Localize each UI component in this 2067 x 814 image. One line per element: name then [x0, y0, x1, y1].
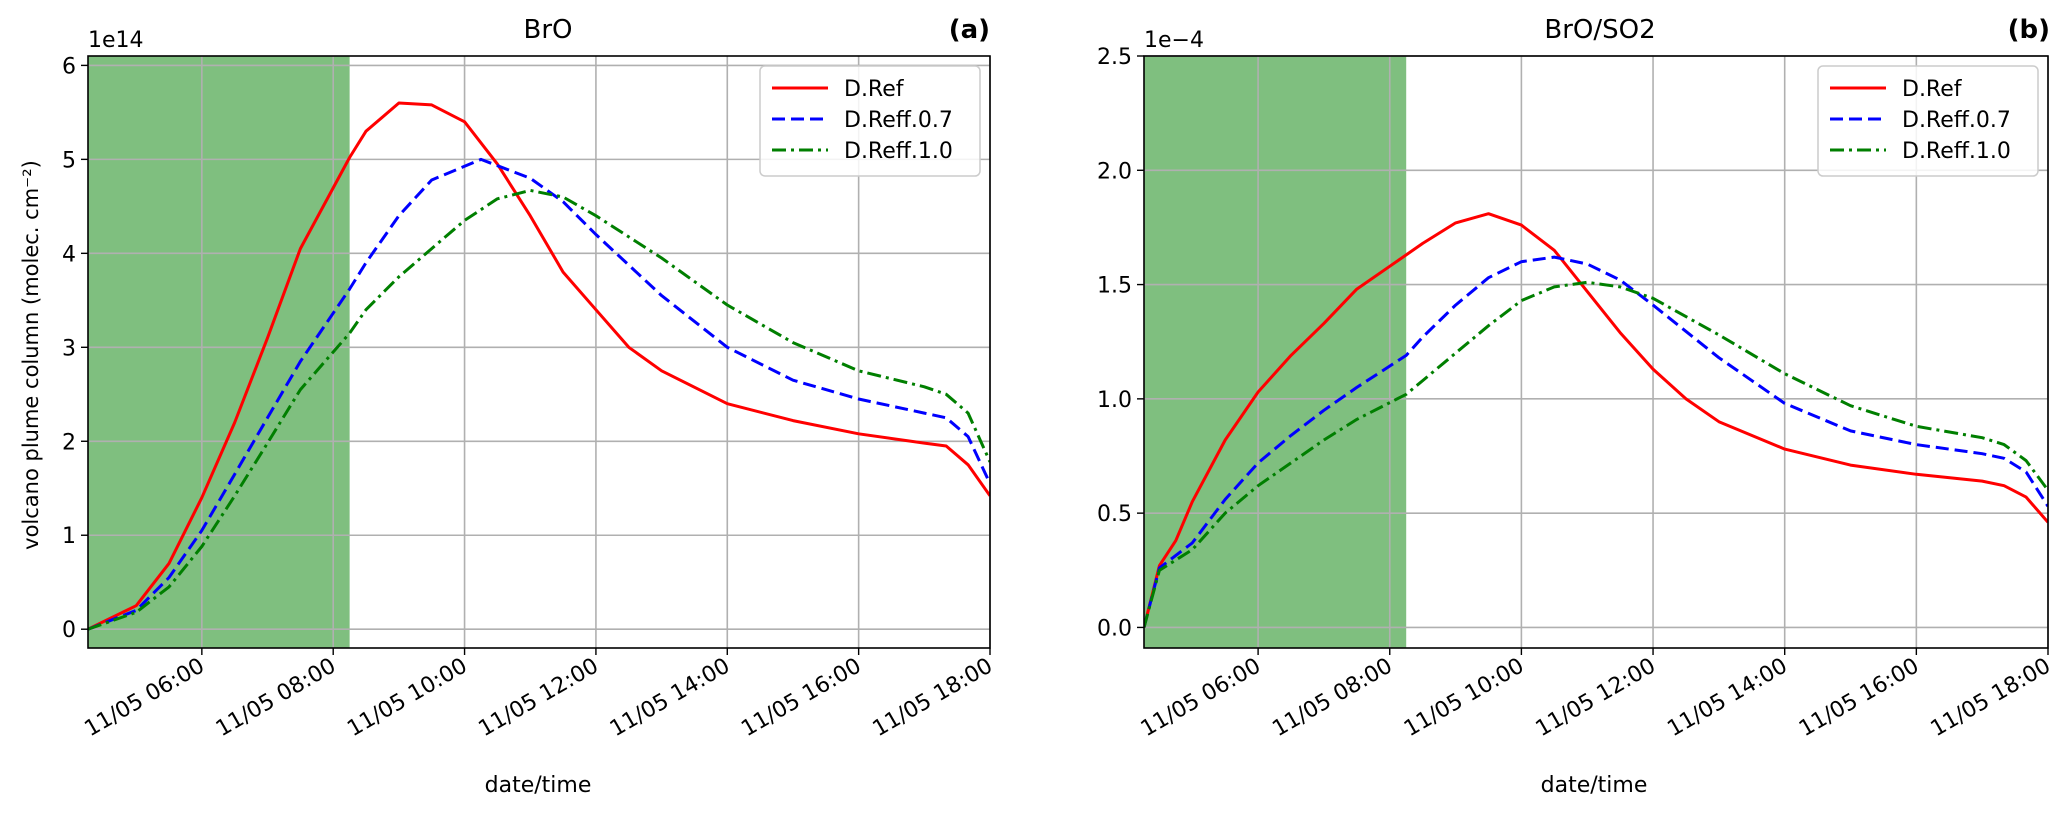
- x-tick-label: 11/05 10:00: [1400, 654, 1528, 743]
- x-axis-label: date/time: [1541, 773, 1648, 798]
- x-tick-label: 11/05 08:00: [212, 654, 340, 743]
- y-tick-label: 4: [62, 242, 76, 267]
- x-tick-label: 11/05 12:00: [475, 654, 603, 743]
- x-tick-label: 11/05 16:00: [737, 654, 865, 743]
- plot-frame: [87, 55, 991, 649]
- chart-panel-a: BrO (a) 1e14 volcano plume column (molec…: [19, 15, 997, 798]
- series-line: [88, 157, 990, 631]
- y-tick-label: 3: [62, 336, 76, 361]
- legend-label: D.Reff.1.0: [1902, 139, 2011, 164]
- y-tick-label: 1.0: [1097, 388, 1132, 413]
- legend-label: D.Ref: [844, 77, 905, 102]
- legend-label: D.Ref: [1902, 77, 1963, 102]
- x-tick-label: 11/05 14:00: [1663, 654, 1791, 743]
- y-multiplier-label: 1e14: [88, 28, 144, 53]
- legend-label: D.Reff.1.0: [844, 139, 953, 164]
- y-tick-label: 0.0: [1097, 616, 1132, 641]
- legend: D.Ref D.Reff.0.7 D.Reff.1.0: [759, 65, 981, 177]
- y-multiplier-label: 1e−4: [1144, 28, 1204, 53]
- x-tick-label: 11/05 16:00: [1795, 654, 1923, 743]
- legend-label: D.Reff.0.7: [1902, 108, 2011, 133]
- x-tick-label: 11/05 18:00: [869, 654, 997, 743]
- legend-box: [1817, 65, 2039, 177]
- plot-frame: [1143, 55, 2049, 649]
- x-tick-label: 11/05 14:00: [606, 654, 734, 743]
- series-line: [1144, 212, 2048, 628]
- x-axis-label: date/time: [485, 773, 592, 798]
- x-tick-label: 11/05 10:00: [343, 654, 471, 743]
- x-tick-label: 11/05 18:00: [1927, 654, 2055, 743]
- x-tick-label: 11/05 12:00: [1532, 654, 1660, 743]
- y-tick-label: 5: [62, 148, 76, 173]
- legend: D.Ref D.Reff.0.7 D.Reff.1.0: [1817, 65, 2039, 177]
- x-tick-label: 11/05 06:00: [80, 654, 208, 743]
- chart-panel-b: BrO/SO2 (b) 1e−4 date/time 11/05 06:00 11…: [1097, 15, 2055, 798]
- series-line: [1144, 255, 2048, 628]
- series-line: [1144, 280, 2048, 628]
- y-tick-label: 0: [62, 618, 76, 643]
- y-tick-label: 6: [62, 54, 76, 79]
- legend-label: D.Reff.0.7: [844, 108, 953, 133]
- x-tick-label: 11/05 06:00: [1137, 654, 1265, 743]
- chart-title: BrO/SO2: [1544, 15, 1655, 45]
- shaded-region: [88, 56, 350, 648]
- series-line: [88, 188, 990, 631]
- panel-label: (b): [2008, 15, 2050, 45]
- y-tick-label: 1.5: [1097, 274, 1132, 299]
- panel-label: (a): [949, 15, 990, 45]
- shaded-region: [1144, 56, 1407, 648]
- y-axis-label: volcano plume column (molec. cm⁻²): [19, 160, 43, 550]
- y-tick-label: 2: [62, 430, 76, 455]
- x-tick-label: 11/05 08:00: [1268, 654, 1396, 743]
- y-tick-label: 2.5: [1097, 45, 1132, 70]
- legend-box: [759, 65, 981, 177]
- y-tick-label: 0.5: [1097, 502, 1132, 527]
- y-tick-label: 2.0: [1097, 159, 1132, 184]
- chart-title: BrO: [524, 15, 573, 45]
- y-tick-label: 1: [62, 524, 76, 549]
